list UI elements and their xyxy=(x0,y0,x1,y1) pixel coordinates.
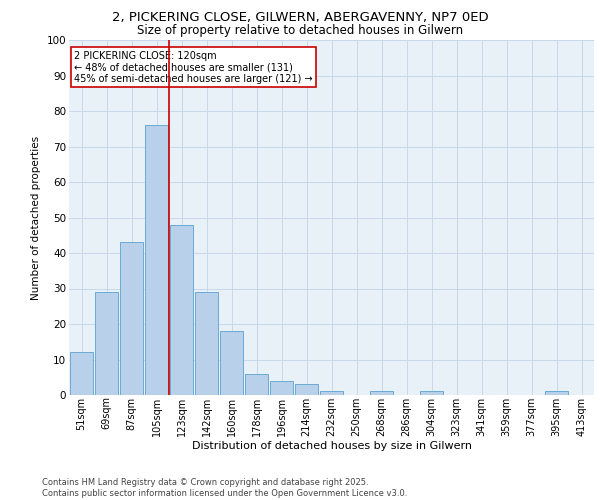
Bar xyxy=(120,242,143,395)
Bar xyxy=(295,384,318,395)
Bar xyxy=(270,381,293,395)
Bar xyxy=(70,352,93,395)
Bar xyxy=(320,392,343,395)
Text: Contains HM Land Registry data © Crown copyright and database right 2025.
Contai: Contains HM Land Registry data © Crown c… xyxy=(42,478,407,498)
Bar xyxy=(170,224,193,395)
Y-axis label: Number of detached properties: Number of detached properties xyxy=(31,136,41,300)
Bar xyxy=(370,392,393,395)
Bar xyxy=(420,392,443,395)
Bar xyxy=(145,125,168,395)
Text: 2, PICKERING CLOSE, GILWERN, ABERGAVENNY, NP7 0ED: 2, PICKERING CLOSE, GILWERN, ABERGAVENNY… xyxy=(112,11,488,24)
Bar xyxy=(245,374,268,395)
Bar xyxy=(545,392,568,395)
Bar xyxy=(195,292,218,395)
Text: 2 PICKERING CLOSE: 120sqm
← 48% of detached houses are smaller (131)
45% of semi: 2 PICKERING CLOSE: 120sqm ← 48% of detac… xyxy=(74,50,313,84)
Bar xyxy=(95,292,118,395)
Bar xyxy=(220,331,243,395)
X-axis label: Distribution of detached houses by size in Gilwern: Distribution of detached houses by size … xyxy=(191,442,472,452)
Text: Size of property relative to detached houses in Gilwern: Size of property relative to detached ho… xyxy=(137,24,463,37)
